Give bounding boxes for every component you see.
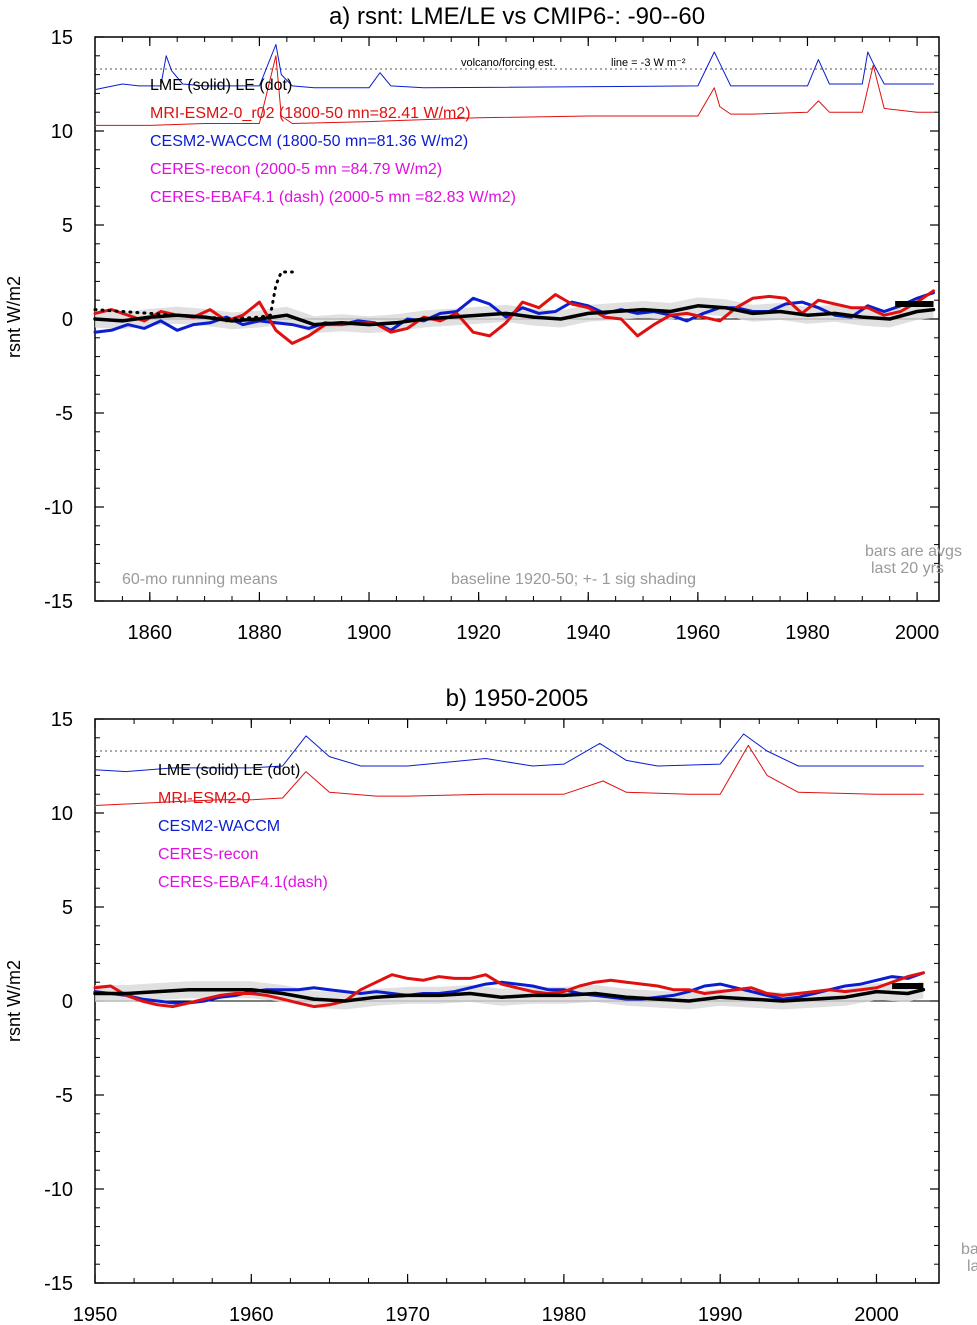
- x-tick-label: 1990: [698, 1304, 743, 1325]
- panel-b-series: [93, 733, 939, 1010]
- x-tick-label: 1980: [542, 1304, 587, 1325]
- legend-item-ceres-recon: CERES-recon: [158, 846, 258, 863]
- annotation-volcano: volcano/forcing est.: [461, 57, 556, 69]
- x-tick-label: 1980: [785, 622, 830, 644]
- y-tick-label: -5: [55, 1085, 73, 1107]
- x-tick-label: 1940: [566, 622, 611, 644]
- annotation-bars-2: last 20 yrs: [871, 560, 944, 577]
- x-tick-label: 1920: [456, 622, 501, 644]
- series-line-cesm2-waccm-volcano-forcing-est: [94, 44, 934, 91]
- legend-item-ceres-ebaf: CERES-EBAF4.1(dash): [158, 874, 328, 891]
- annotation-line: line = -3 W m⁻²: [611, 57, 686, 69]
- x-tick-label: 1860: [128, 622, 173, 644]
- x-tick-label: 1970: [385, 1304, 430, 1325]
- annotation-bars-1: ba: [961, 1241, 977, 1258]
- series-line-mri-esm2-0: [93, 971, 925, 1009]
- legend-item-ceres-ebaf: CERES-EBAF4.1 (dash) (2000-5 mn =82.83 W…: [150, 189, 516, 206]
- series-line-cesm2-waccm: [93, 971, 925, 1005]
- series-line-cesm2-waccm-volcano-forcing-est: [94, 733, 924, 773]
- legend-item-lme-le: LME (solid) LE (dot): [158, 762, 300, 779]
- series-line-mri-esm2-0-volcano-forcing-est: [94, 55, 934, 126]
- series-line-mri-esm2-0-volcano-forcing-est: [94, 744, 924, 806]
- legend-item-cesm2: CESM2-WACCM: [158, 818, 280, 835]
- x-tick-label: 1950: [73, 1304, 118, 1325]
- annotation-bars-1: bars are avgs: [865, 543, 962, 560]
- legend-item-cesm2: CESM2-WACCM (1800-50 mn=81.36 W/m2): [150, 133, 468, 150]
- panel-b-ylabel: rsnt W/m2: [4, 960, 24, 1042]
- y-tick-label: 0: [62, 309, 73, 331]
- x-tick-label: 1880: [237, 622, 282, 644]
- panel-a-ylabel: rsnt W/m2: [4, 276, 24, 358]
- annotation-baseline: baseline 1920-50; +- 1 sig shading: [451, 571, 696, 588]
- y-tick-label: 0: [62, 991, 73, 1013]
- y-tick-label: -15: [44, 591, 73, 613]
- y-tick-label: 5: [62, 897, 73, 919]
- panel-b-legend: LME (solid) LE (dot) MRI-ESM2-0 CESM2-WA…: [158, 762, 328, 891]
- panel-a: a) rsnt: LME/LE vs CMIP6-: -90--60 rsnt …: [4, 3, 962, 644]
- series-line-lme: [93, 987, 926, 1003]
- y-tick-label: 15: [51, 709, 73, 731]
- panel-a-series: [93, 44, 939, 345]
- panel-a-legend: LME (solid) LE (dot) MRI-ESM2-0_r02 (180…: [150, 77, 516, 206]
- panel-a-title: a) rsnt: LME/LE vs CMIP6-: -90--60: [329, 3, 705, 30]
- x-tick-label: 2000: [895, 622, 940, 644]
- legend-item-mri: MRI-ESM2-0_r02 (1800-50 mn=82.41 W/m2): [150, 105, 471, 122]
- annotation-running-means: 60-mo running means: [122, 571, 278, 588]
- series-line-lme: [93, 304, 936, 327]
- annotation-bars-2: la: [967, 1258, 977, 1275]
- x-tick-label: 1900: [347, 622, 392, 644]
- legend-item-ceres-recon: CERES-recon (2000-5 mn =84.79 W/m2): [150, 161, 442, 178]
- y-tick-label: 10: [51, 803, 73, 825]
- x-tick-label: 2000: [854, 1304, 899, 1325]
- y-tick-label: -10: [44, 497, 73, 519]
- y-tick-label: 10: [51, 121, 73, 143]
- y-tick-label: 15: [51, 27, 73, 49]
- y-tick-label: 5: [62, 215, 73, 237]
- panel-b: b) 1950-2005 rsnt W/m2 15 10 5 0 -5 -10 -15195…: [4, 685, 977, 1325]
- panel-a-ticks: 15 10 5 0 -5 -10 -15 1860 1880 1900 1920 1940 1960 19…: [44, 27, 939, 644]
- y-tick-label: -10: [44, 1179, 73, 1201]
- y-tick-label: -5: [55, 403, 73, 425]
- x-tick-label: 1960: [229, 1304, 274, 1325]
- panel-b-title: b) 1950-2005: [446, 685, 589, 712]
- y-tick-label: -15: [44, 1273, 73, 1295]
- legend-item-lme-le: LME (solid) LE (dot): [150, 77, 292, 94]
- legend-item-mri: MRI-ESM2-0: [158, 790, 251, 807]
- x-tick-label: 1960: [676, 622, 721, 644]
- series-line-le: [93, 270, 294, 321]
